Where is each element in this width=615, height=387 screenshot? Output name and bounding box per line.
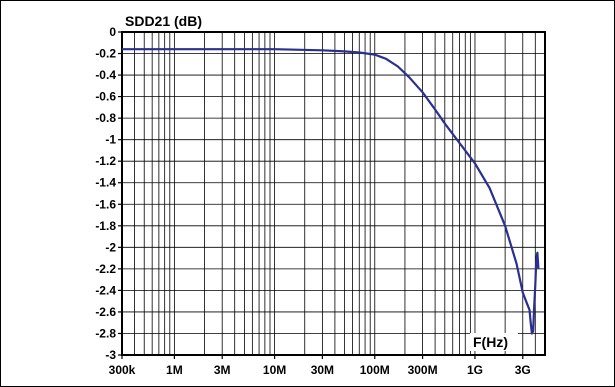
grid — [121, 31, 546, 356]
x-tick-label: 100M — [360, 363, 390, 377]
y-tick-label: -2.6 — [95, 305, 116, 319]
y-tick-label: -1 — [105, 133, 116, 147]
x-tick-label: 3G — [515, 363, 531, 377]
x-tick-label: 3M — [214, 363, 231, 377]
chart-title: SDD21 (dB) — [125, 13, 202, 29]
x-tick-label: 300k — [109, 363, 136, 377]
x-axis-label-background — [470, 333, 518, 351]
y-tick-label: -3 — [105, 348, 116, 362]
y-tick-label: -2.2 — [95, 262, 116, 276]
x-tick-label: 1G — [467, 363, 483, 377]
y-tick-label: -1.8 — [95, 219, 116, 233]
y-tick-label: -2 — [105, 240, 116, 254]
x-tick-label: 300M — [408, 363, 438, 377]
x-axis-label: F(Hz) — [473, 334, 508, 350]
y-axis: 0 -0.2 -0.4 -0.6 -0.8 -1 -1.2 -1.4 -1.6 -1.8 -2 -2.… — [95, 25, 122, 362]
x-axis: 300k 1M 3M 10M 30M 100M 300M 1G 3G — [109, 355, 531, 377]
plot-border — [121, 31, 546, 356]
x-tick-label: 10M — [263, 363, 286, 377]
y-tick-label: -0.2 — [95, 47, 116, 61]
title-background — [123, 13, 228, 30]
y-tick-label: -0.6 — [95, 90, 116, 104]
y-tick-label: -1.6 — [95, 197, 116, 211]
y-tick-label: -1.4 — [95, 176, 116, 190]
x-tick-label: 30M — [311, 363, 334, 377]
y-tick-label: -1.2 — [95, 154, 116, 168]
y-tick-label: 0 — [109, 25, 116, 39]
y-tick-label: -2.8 — [95, 326, 116, 340]
series-line — [122, 48, 540, 335]
x-tick-label: 1M — [166, 363, 183, 377]
y-tick-label: -2.4 — [95, 283, 116, 297]
y-tick-label: -0.4 — [95, 68, 116, 82]
y-tick-label: -0.8 — [95, 111, 116, 125]
